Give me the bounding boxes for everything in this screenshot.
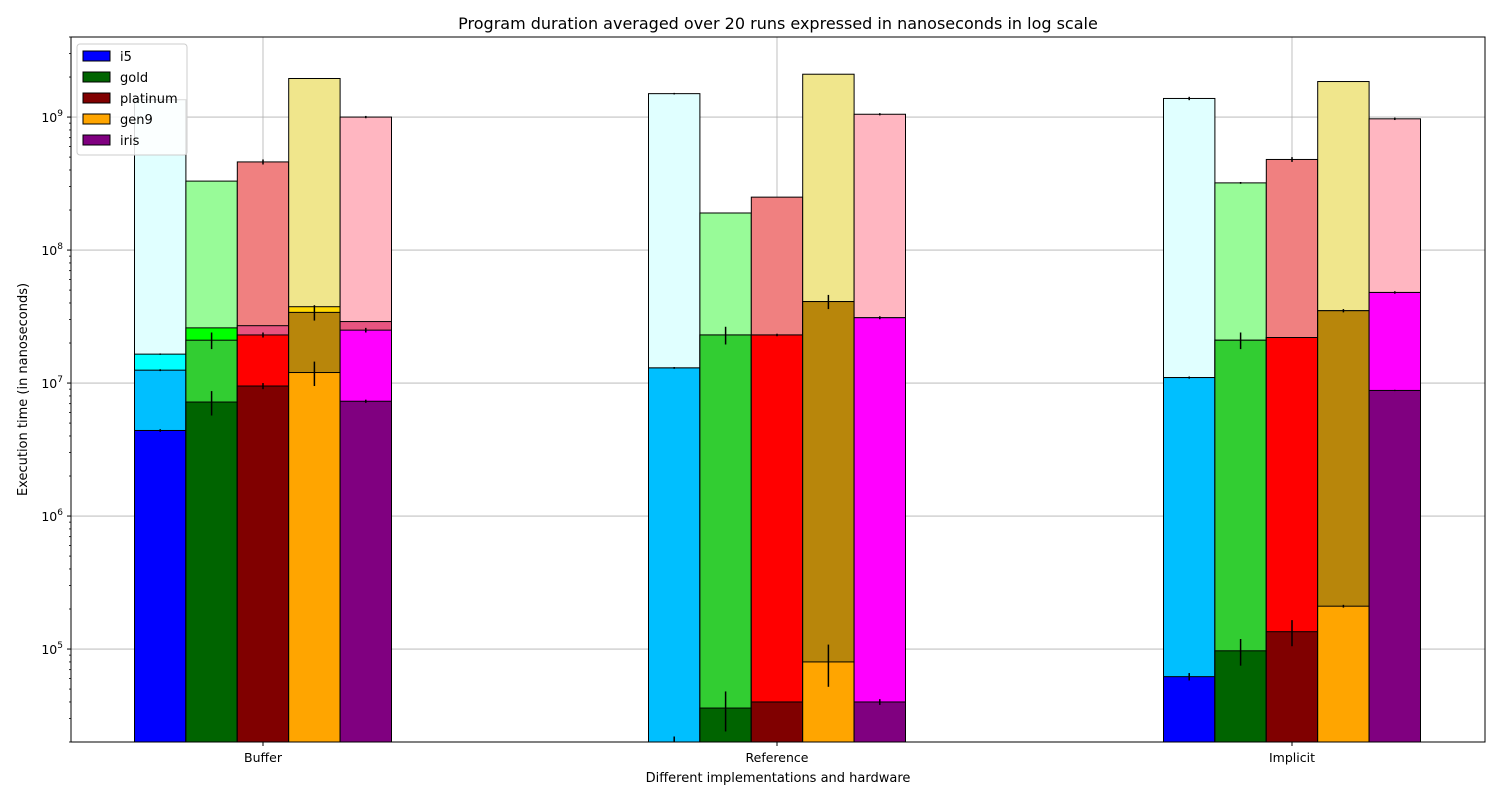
bar-segment (236, 385, 290, 743)
x-tick-label: Buffer (244, 750, 283, 765)
y-tick-label: 105 (41, 641, 63, 657)
y-tick-label: 107 (41, 375, 63, 391)
chart-title: Program duration averaged over 20 runs e… (458, 14, 1098, 33)
y-tick-label: 108 (41, 242, 63, 258)
error-bars-layer (159, 92, 1396, 742)
legend-label: i5 (120, 50, 132, 65)
bar-segment (1317, 605, 1370, 743)
bar-segment (750, 701, 804, 743)
bar-segment (1265, 631, 1319, 743)
y-tick-label: 106 (41, 508, 63, 524)
x-tick-label: Reference (746, 750, 809, 765)
bar-segment (750, 334, 804, 743)
bar-segment (699, 334, 752, 743)
y-tick-label: 109 (41, 109, 63, 125)
bars-layer (134, 73, 1421, 743)
bar-segment (1163, 676, 1216, 743)
bar-segment (134, 429, 187, 743)
axes-layer: 105 106 107 108 109 Buffer Reference Implicit (41, 36, 1315, 765)
x-tick-label: Implicit (1269, 750, 1315, 765)
y-axis-title: Execution time (in nanoseconds) (16, 283, 31, 496)
bar-segment (339, 400, 393, 743)
bar-segment (185, 401, 238, 743)
legend-swatch (82, 134, 111, 146)
bar-segment (1214, 650, 1267, 743)
x-axis-title: Different implementations and hardware (646, 771, 911, 786)
bar-segment (288, 372, 341, 743)
bar-segment (1368, 389, 1421, 743)
legend: i5 gold platinum gen9 iris (76, 43, 188, 156)
legend-label: iris (120, 134, 140, 149)
legend-swatch (82, 113, 111, 125)
bar-segment (853, 701, 906, 743)
legend-swatch (82, 92, 111, 104)
legend-label: gen9 (120, 113, 153, 128)
legend-label: gold (120, 71, 148, 86)
legend-label: platinum (120, 92, 178, 107)
bar-segment (853, 317, 906, 743)
bar-segment (648, 367, 701, 743)
legend-swatch (82, 71, 111, 83)
legend-swatch (82, 50, 111, 62)
